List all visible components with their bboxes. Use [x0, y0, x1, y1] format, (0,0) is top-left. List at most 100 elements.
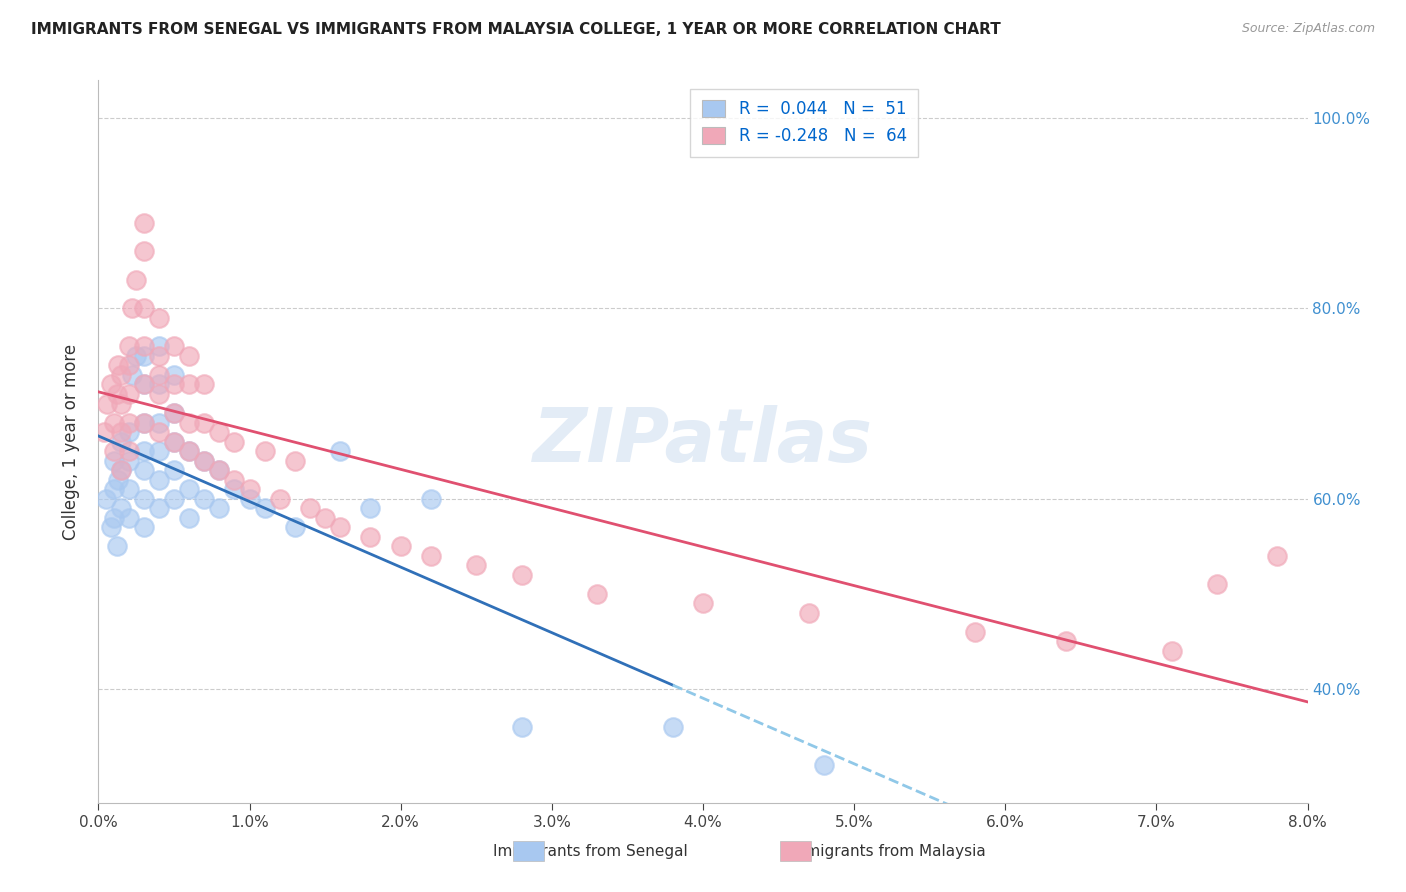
Point	[163, 339, 186, 353]
Point	[103, 453, 125, 467]
Point	[465, 558, 488, 573]
Point	[692, 596, 714, 610]
Point	[329, 520, 352, 534]
Point	[179, 482, 201, 496]
Point	[118, 387, 141, 401]
Point	[132, 416, 155, 430]
Point	[284, 453, 307, 467]
Point	[239, 482, 262, 496]
Point	[179, 444, 201, 458]
Point	[389, 539, 412, 553]
Point	[510, 567, 533, 582]
Point	[118, 444, 141, 458]
Point	[510, 720, 533, 734]
Point	[148, 368, 170, 382]
Point	[253, 444, 276, 458]
Point	[148, 339, 170, 353]
Point	[121, 368, 143, 382]
Point	[163, 434, 186, 449]
Point	[100, 377, 122, 392]
Point	[1206, 577, 1229, 591]
Point	[132, 216, 155, 230]
Point	[110, 463, 132, 477]
Text: IMMIGRANTS FROM SENEGAL VS IMMIGRANTS FROM MALAYSIA COLLEGE, 1 YEAR OR MORE CORR: IMMIGRANTS FROM SENEGAL VS IMMIGRANTS FR…	[31, 22, 1001, 37]
Point	[148, 444, 170, 458]
Point	[132, 416, 155, 430]
Y-axis label: College, 1 year or more: College, 1 year or more	[62, 343, 80, 540]
Point	[118, 510, 141, 524]
Point	[110, 425, 132, 439]
Point	[110, 368, 132, 382]
Point	[148, 501, 170, 516]
Point	[121, 301, 143, 316]
Point	[132, 463, 155, 477]
Point	[329, 444, 352, 458]
Point	[105, 387, 128, 401]
Point	[284, 520, 307, 534]
Legend: R =  0.044   N =  51, R = -0.248   N =  64: R = 0.044 N = 51, R = -0.248 N = 64	[690, 88, 918, 157]
Point	[107, 359, 129, 373]
Point	[148, 387, 170, 401]
Text: Immigrants from Malaysia: Immigrants from Malaysia	[786, 845, 986, 859]
Point	[269, 491, 291, 506]
Text: ZIPatlas: ZIPatlas	[533, 405, 873, 478]
Point	[132, 377, 155, 392]
Point	[193, 453, 215, 467]
Point	[132, 244, 155, 259]
Point	[208, 425, 231, 439]
Point	[132, 520, 155, 534]
Point	[132, 491, 155, 506]
Point	[179, 416, 201, 430]
Point	[360, 501, 382, 516]
Point	[103, 416, 125, 430]
Point	[118, 453, 141, 467]
Point	[148, 425, 170, 439]
Point	[96, 396, 118, 410]
Point	[163, 406, 186, 420]
Point	[132, 444, 155, 458]
Point	[100, 520, 122, 534]
Point	[163, 434, 186, 449]
Point	[103, 482, 125, 496]
Point	[420, 491, 443, 506]
Point	[179, 510, 201, 524]
Point	[1160, 643, 1182, 657]
Point	[224, 473, 246, 487]
Point	[163, 368, 186, 382]
Point	[148, 349, 170, 363]
Point	[661, 720, 683, 734]
Point	[163, 406, 186, 420]
Point	[110, 396, 132, 410]
Point	[132, 377, 155, 392]
Point	[965, 624, 987, 639]
Point	[163, 463, 186, 477]
Point	[148, 310, 170, 325]
Point	[118, 416, 141, 430]
Point	[110, 501, 132, 516]
Point	[132, 349, 155, 363]
Point	[813, 757, 835, 772]
Point	[797, 606, 820, 620]
Point	[125, 273, 148, 287]
Point	[118, 339, 141, 353]
Point	[103, 444, 125, 458]
Point	[107, 473, 129, 487]
Point	[132, 301, 155, 316]
Point	[105, 539, 128, 553]
Point	[110, 434, 132, 449]
Point	[1054, 634, 1077, 648]
Point	[224, 482, 246, 496]
Point	[208, 501, 231, 516]
Point	[208, 463, 231, 477]
Point	[420, 549, 443, 563]
Point	[163, 377, 186, 392]
Point	[193, 453, 215, 467]
Point	[193, 377, 215, 392]
Point	[118, 482, 141, 496]
Point	[163, 491, 186, 506]
Point	[193, 491, 215, 506]
Text: Immigrants from Senegal: Immigrants from Senegal	[494, 845, 688, 859]
Point	[314, 510, 336, 524]
Point	[93, 425, 115, 439]
Point	[118, 359, 141, 373]
